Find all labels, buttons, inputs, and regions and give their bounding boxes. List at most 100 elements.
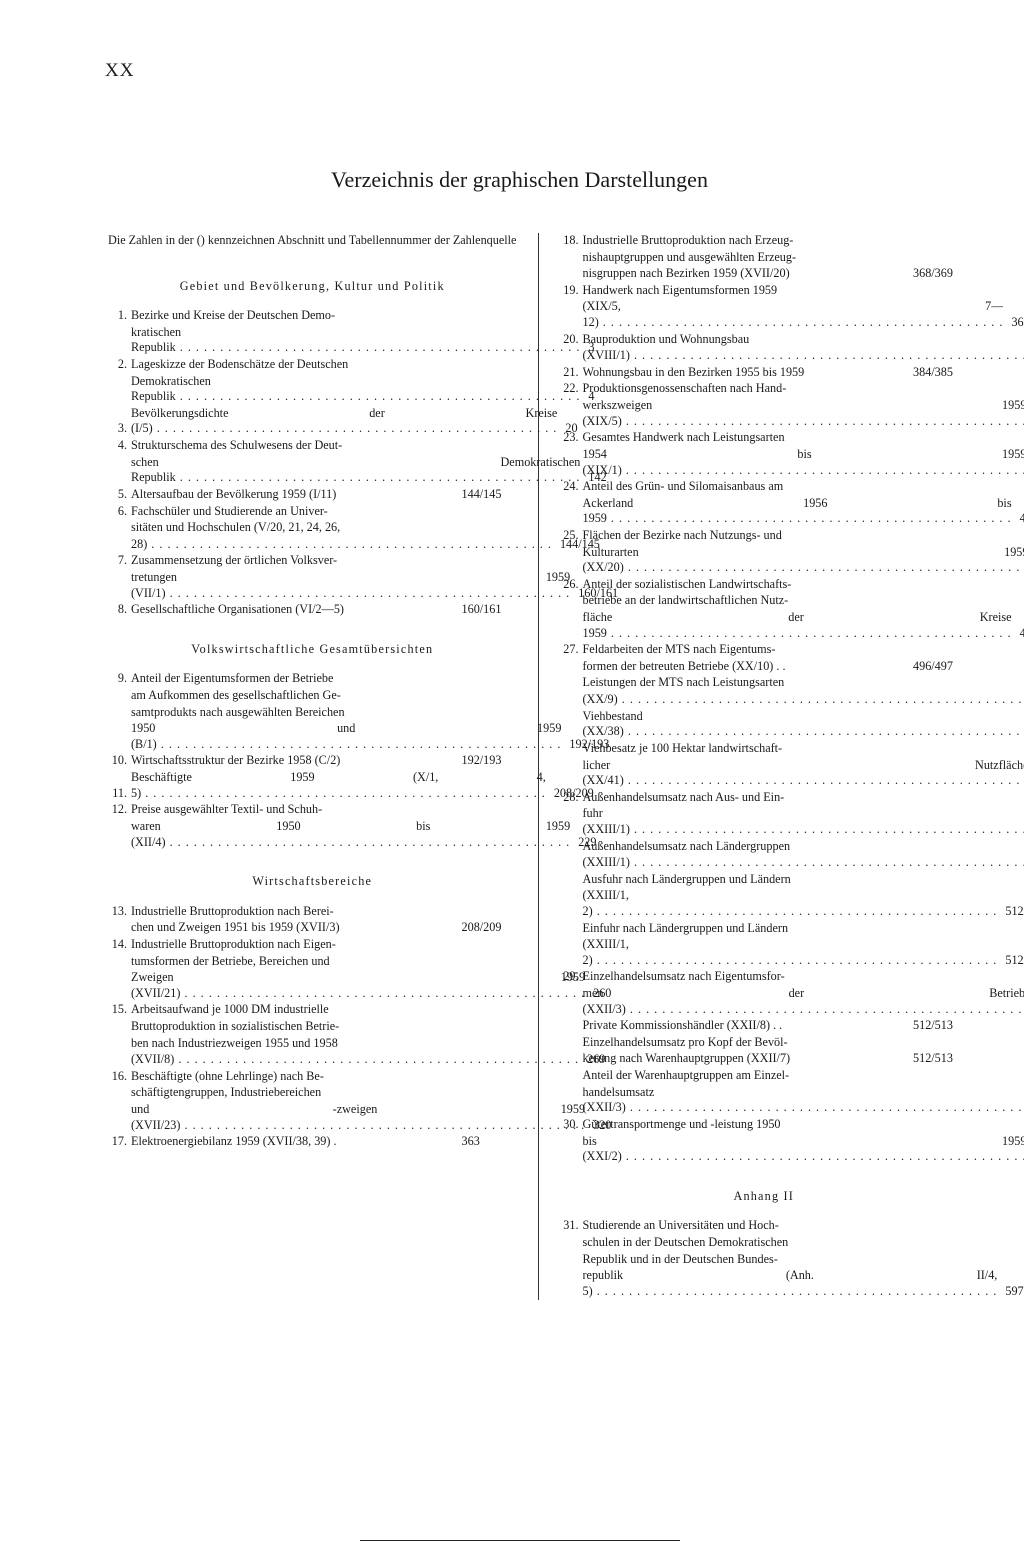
- entry-text: am Aufkommen des gesellschaftlichen Ge-: [131, 688, 454, 704]
- toc-entry: 8. Gesellschaftliche Organisationen (VI/…: [105, 602, 520, 618]
- toc-entry: 26. Anteil der sozialistischen Landwirts…: [557, 577, 972, 593]
- toc-entry: 20. Bauproduktion und Wohnungsbau: [557, 332, 972, 348]
- toc-entry: 22. Produktionsgenossenschaften nach Han…: [557, 381, 972, 397]
- entry-text: men der Betriebe (XXII/3): [583, 986, 1024, 1017]
- toc-entry-cont: samtprodukts nach ausgewählten Bereichen: [105, 705, 520, 721]
- entry-number: 16.: [105, 1069, 131, 1085]
- toc-entry-cont: Ackerland 1956 bis 1959 425: [557, 496, 972, 527]
- entry-number: 3.: [105, 421, 131, 437]
- toc-entry: 18. Industrielle Bruttoproduktion nach E…: [557, 233, 972, 249]
- entry-text: Beschäftigte 1959 (X/1, 4, 5): [131, 770, 546, 801]
- entry-list: 31. Studierende an Universitäten und Hoc…: [557, 1218, 972, 1299]
- toc-entry: 1. Bezirke und Kreise der Deutschen Demo…: [105, 308, 520, 324]
- toc-entry-cont: nisgruppen nach Bezirken 1959 (XVII/20) …: [557, 266, 972, 282]
- toc-entry-cont: tretungen 1959 (VII/1) 160/161: [105, 570, 520, 601]
- toc-entry: 25. Flächen der Bezirke nach Nutzungs- u…: [557, 528, 972, 544]
- entry-page: 160/161: [454, 602, 520, 618]
- content-columns: Die Zahlen in der () kennzeichnen Abschn…: [105, 233, 934, 1300]
- entry-text: Private Kommissionshändler (XXII/8) . .: [583, 1018, 906, 1034]
- entry-text: sitäten und Hochschulen (V/20, 21, 24, 2…: [131, 520, 454, 536]
- toc-entry: 27. Feldarbeiten der MTS nach Eigentums-: [557, 642, 972, 658]
- entry-text: Viehbesatz je 100 Hektar landwirtschaft-: [583, 741, 906, 757]
- entry-number: 9.: [105, 671, 131, 687]
- left-column: Die Zahlen in der () kennzeichnen Abschn…: [105, 233, 538, 1300]
- entry-page: 368/369: [1003, 315, 1024, 331]
- entry-number: 14.: [105, 937, 131, 953]
- toc-entry-cont: 1954 bis 1959 (XIX/1) 410: [557, 447, 972, 478]
- toc-entry-cont: Demokratischen Republik 4: [105, 374, 520, 405]
- entry-text: Altersaufbau der Bevölkerung 1959 (I/11): [131, 487, 454, 503]
- section-heading: Anhang II: [557, 1189, 972, 1205]
- entry-number: 7.: [105, 553, 131, 569]
- entry-number: 8.: [105, 602, 131, 618]
- entry-text: betriebe an der landwirtschaftlichen Nut…: [583, 593, 906, 609]
- entry-text: Anteil der Warenhauptgruppen am Einzel-: [583, 1068, 906, 1084]
- toc-entry: Anteil der Warenhauptgruppen am Einzel-: [557, 1068, 972, 1084]
- toc-entry-cont: chen und Zweigen 1951 bis 1959 (XVII/3) …: [105, 920, 520, 936]
- entry-text: Handwerk nach Eigentumsformen 1959: [583, 283, 906, 299]
- entry-text: Einzelhandelsumsatz nach Eigentumsfor-: [583, 969, 906, 985]
- entry-text: Produktionsgenossenschaften nach Hand-: [583, 381, 906, 397]
- entry-list: 13. Industrielle Bruttoproduktion nach B…: [105, 904, 520, 1150]
- entry-text: kerung nach Warenhauptgruppen (XXII/7): [583, 1051, 906, 1067]
- toc-entry-cont: (XXIII/1, 2) 512/513: [557, 937, 972, 968]
- toc-entry-cont: (XXIII/1, 2) 512/513: [557, 888, 972, 919]
- toc-entry: 17. Elektroenergiebilanz 1959 (XVII/38, …: [105, 1134, 520, 1150]
- page-number: XX: [105, 60, 934, 82]
- toc-entry: Einfuhr nach Ländergruppen und Ländern: [557, 921, 972, 937]
- entry-text: Republik und in der Deutschen Bundes-: [583, 1252, 906, 1268]
- entry-page: 192/193: [454, 753, 520, 769]
- toc-entry: 24. Anteil des Grün- und Silomaisanbaus …: [557, 479, 972, 495]
- toc-entry: Ausfuhr nach Ländergruppen und Ländern: [557, 872, 972, 888]
- entry-text: werkszweigen 1959 (XIX/5): [583, 398, 1024, 429]
- toc-entry: 2. Lageskizze der Bodenschätze der Deuts…: [105, 357, 520, 373]
- toc-entry: 4. Strukturschema des Schulwesens der De…: [105, 438, 520, 454]
- entry-number: 2.: [105, 357, 131, 373]
- toc-entry: Viehbesatz je 100 Hektar landwirtschaft-: [557, 741, 972, 757]
- entry-text: licher Nutzfläche (XX/41): [583, 758, 1024, 789]
- entry-number: 13.: [105, 904, 131, 920]
- toc-entry: 12. Preise ausgewählter Textil- und Schu…: [105, 802, 520, 818]
- entry-text: formen der betreuten Betriebe (XX/10) . …: [583, 659, 906, 675]
- entry-text: Arbeitsaufwand je 1000 DM industrielle: [131, 1002, 454, 1018]
- entry-text: (XXIII/1, 2): [583, 937, 998, 968]
- entry-text: chen und Zweigen 1951 bis 1959 (XVII/3): [131, 920, 454, 936]
- toc-entry-cont: sitäten und Hochschulen (V/20, 21, 24, 2…: [105, 520, 520, 536]
- entry-text: Einfuhr nach Ländergruppen und Ländern: [583, 921, 906, 937]
- intro-text: Die Zahlen in der () kennzeichnen Abschn…: [105, 233, 520, 249]
- toc-entry-cont: handelsumsatz (XXII/3) 512/513: [557, 1085, 972, 1116]
- entry-text: 1954 bis 1959 (XIX/1): [583, 447, 1024, 478]
- entry-number: 5.: [105, 487, 131, 503]
- toc-entry-cont: (XIX/5, 7—12) 368/369: [557, 299, 972, 330]
- entry-text: Gütertransportmenge und -leistung 1950: [583, 1117, 906, 1133]
- toc-entry: 10. Wirtschaftsstruktur der Bezirke 1958…: [105, 753, 520, 769]
- entry-text: Kulturarten 1959 (XX/20): [583, 545, 1024, 576]
- entry-text: nisgruppen nach Bezirken 1959 (XVII/20): [583, 266, 906, 282]
- toc-entry-cont: men der Betriebe (XXII/3) 512/513: [557, 986, 972, 1017]
- toc-entry-cont: Republik und in der Deutschen Bundes-: [557, 1252, 972, 1268]
- entry-text: bis 1959 (XXI/2): [583, 1134, 1024, 1165]
- toc-entry: 23. Gesamtes Handwerk nach Leistungsarte…: [557, 430, 972, 446]
- toc-entry: 5. Altersaufbau der Bevölkerung 1959 (I/…: [105, 487, 520, 503]
- entry-text: Zweigen 1959 (XVII/21): [131, 970, 585, 1001]
- entry-number: 17.: [105, 1134, 131, 1150]
- toc-entry: 13. Industrielle Bruttoproduktion nach B…: [105, 904, 520, 920]
- entry-number: 15.: [105, 1002, 131, 1018]
- toc-entry-cont: werkszweigen 1959 (XIX/5) 410: [557, 398, 972, 429]
- toc-entry-cont: schen Demokratischen Republik 142: [105, 455, 520, 486]
- entry-text: Strukturschema des Schulwesens der Deut-: [131, 438, 454, 454]
- entry-text: Flächen der Bezirke nach Nutzungs- und: [583, 528, 906, 544]
- toc-entry-cont: betriebe an der landwirtschaftlichen Nut…: [557, 593, 972, 609]
- entry-text: waren 1950 bis 1959 (XII/4): [131, 819, 570, 850]
- section-heading: Gebiet und Bevölkerung, Kultur und Polit…: [105, 279, 520, 295]
- toc-entry: 11. Beschäftigte 1959 (X/1, 4, 5) 208/20…: [105, 770, 520, 801]
- entry-page: 512/513: [997, 904, 1024, 920]
- entry-text: Außenhandelsumsatz nach Aus- und Ein-: [583, 790, 906, 806]
- entry-page: 512/513: [997, 953, 1024, 969]
- entry-text: Industrielle Bruttoproduktion nach Berei…: [131, 904, 454, 920]
- toc-entry-cont: (XXIII/1) 512/513: [557, 855, 972, 871]
- entry-text: Industrielle Bruttoproduktion nach Erzeu…: [583, 233, 906, 249]
- entry-text: und -zweigen 1959 (XVII/23): [131, 1102, 585, 1133]
- toc-entry: Einzelhandelsumsatz pro Kopf der Bevöl-: [557, 1035, 972, 1051]
- toc-entry-cont: Bruttoproduktion in sozialistischen Betr…: [105, 1019, 520, 1035]
